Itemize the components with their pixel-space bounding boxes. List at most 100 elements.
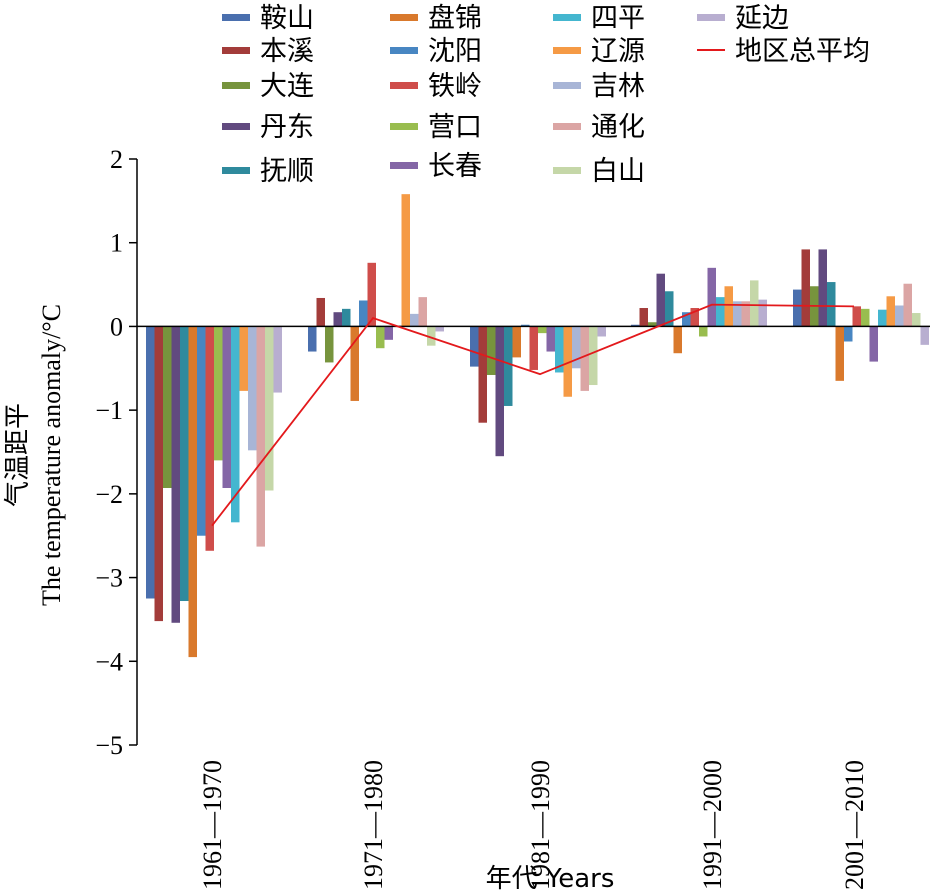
bar xyxy=(903,283,912,327)
legend-swatch xyxy=(390,47,418,54)
bar xyxy=(222,326,231,488)
legend-swatch xyxy=(553,14,581,21)
bar xyxy=(861,308,870,327)
y-tick-label: −3 xyxy=(95,564,123,593)
bar xyxy=(793,289,802,327)
bar xyxy=(418,297,427,327)
bar xyxy=(801,249,810,327)
bar xyxy=(563,326,572,397)
legend-swatch xyxy=(390,162,418,169)
bar xyxy=(750,280,759,327)
x-axis-label: 年代 Years xyxy=(486,864,615,893)
legend-label: 白山 xyxy=(591,156,645,187)
bar xyxy=(342,308,351,327)
bar xyxy=(538,326,547,334)
bar xyxy=(239,326,248,391)
y-tick-label: 1 xyxy=(110,229,123,258)
bars xyxy=(146,194,929,658)
bar xyxy=(316,297,325,327)
bar xyxy=(758,299,767,327)
bar xyxy=(741,301,750,327)
legend-label: 四平 xyxy=(591,3,645,34)
bar xyxy=(665,291,674,327)
bar xyxy=(154,326,163,622)
y-tick-label: −1 xyxy=(95,396,123,425)
bar xyxy=(724,286,733,327)
y-tick-label: −4 xyxy=(95,647,123,676)
bar xyxy=(384,326,393,340)
x-tick-label: 1971—1980 xyxy=(359,760,388,890)
legend-swatch xyxy=(390,123,418,130)
bar xyxy=(401,194,410,327)
legend-label: 延边 xyxy=(735,3,789,34)
y-axis-label-cn: 气温距平 xyxy=(3,403,33,507)
bar xyxy=(197,326,206,536)
y-axis: −5 −4 −3 −2 −1 0 1 2 xyxy=(95,145,138,760)
legend-label: 营口 xyxy=(428,112,482,143)
bar xyxy=(163,326,172,488)
x-tick-label: 1991—2000 xyxy=(698,760,727,890)
bar xyxy=(435,326,444,332)
legend-swatch xyxy=(390,14,418,21)
legend-swatch xyxy=(390,82,418,89)
bar xyxy=(818,249,827,327)
y-tick-label: 2 xyxy=(110,145,123,174)
bar xyxy=(572,326,581,369)
bar xyxy=(869,326,878,362)
bar xyxy=(350,326,359,401)
legend-label: 辽源 xyxy=(591,36,645,67)
bar xyxy=(333,312,342,327)
bar xyxy=(495,326,504,457)
bar xyxy=(265,326,274,491)
x-tick-labels: 1961—1970 1971—1980 1981—1990 1991—2000 2001… xyxy=(198,760,869,890)
bar xyxy=(487,326,496,375)
bar xyxy=(231,326,240,523)
legend-label: 抚顺 xyxy=(260,156,314,187)
bar xyxy=(529,326,538,370)
y-tick-label: 0 xyxy=(110,312,123,341)
bar xyxy=(656,273,665,327)
legend-swatch xyxy=(222,47,250,54)
x-tick-label: 1981—1990 xyxy=(526,760,555,890)
legend-swatch xyxy=(222,14,250,21)
bar xyxy=(555,326,564,373)
bar xyxy=(273,326,282,393)
bar xyxy=(521,324,530,327)
bar xyxy=(188,326,197,658)
legend-label: 丹东 xyxy=(260,112,314,143)
legend-label: 铁岭 xyxy=(428,71,482,102)
bar xyxy=(504,326,513,406)
bar xyxy=(359,300,368,327)
legend-label: 吉林 xyxy=(591,71,645,102)
bar xyxy=(895,305,904,327)
bar xyxy=(631,324,640,327)
bar xyxy=(376,326,385,349)
legend-label: 大连 xyxy=(260,71,314,102)
x-tick-label: 2001—2010 xyxy=(840,760,869,890)
bar xyxy=(912,313,921,327)
bar xyxy=(367,262,376,327)
bar xyxy=(470,326,479,367)
average-line-group xyxy=(211,303,855,527)
bar xyxy=(733,301,742,327)
bar xyxy=(639,308,648,327)
bar xyxy=(248,326,257,451)
legend-swatch xyxy=(222,167,250,174)
y-axis-label-en: The temperature anomaly/°C xyxy=(37,304,66,606)
bar xyxy=(716,297,725,327)
bar xyxy=(920,326,929,345)
bar xyxy=(707,267,716,327)
bar xyxy=(410,313,419,327)
bar xyxy=(512,326,521,358)
average-line xyxy=(211,303,855,527)
bar xyxy=(682,312,691,327)
bar xyxy=(325,326,334,363)
bar xyxy=(146,326,155,599)
bar xyxy=(589,326,598,386)
legend-label: 通化 xyxy=(591,112,645,143)
bar xyxy=(827,282,836,327)
bar xyxy=(580,326,589,391)
legend-swatch xyxy=(222,123,250,130)
bar xyxy=(427,326,436,346)
